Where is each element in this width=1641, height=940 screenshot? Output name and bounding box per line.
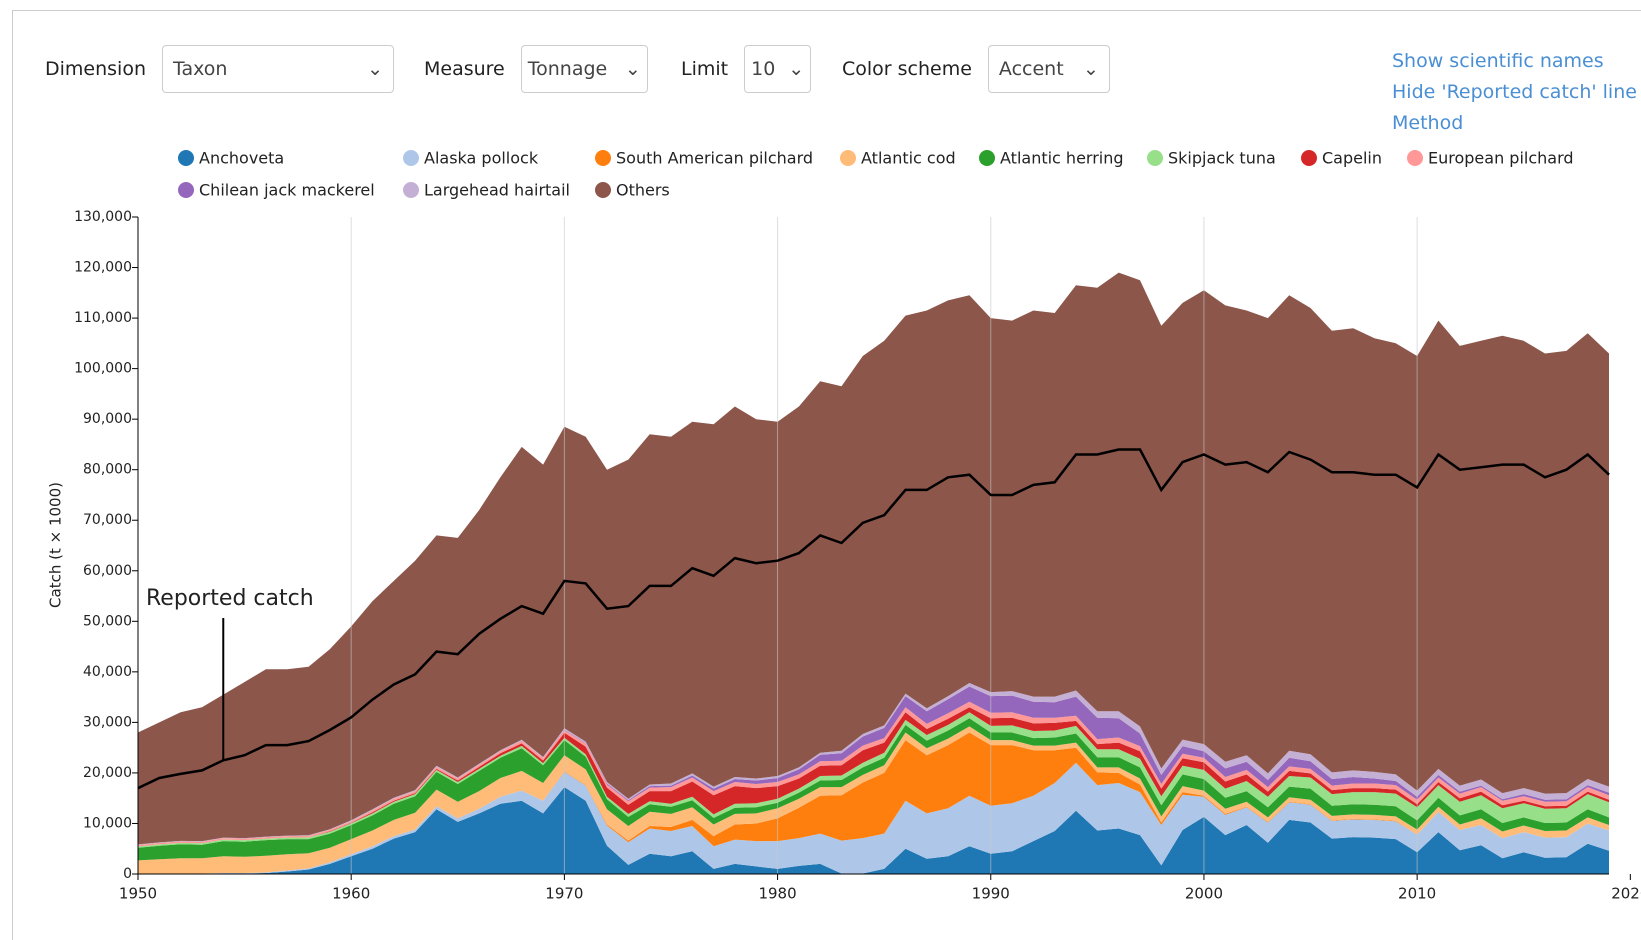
area xyxy=(138,726,1609,874)
legend-marker xyxy=(595,150,611,166)
legend-label: South American pilchard xyxy=(616,149,813,168)
y-tick-label: 90,000 xyxy=(83,411,132,427)
select-value: Accent xyxy=(998,58,1064,80)
select[interactable]: Accent ⌄ xyxy=(987,45,1110,93)
select-value: Tonnage xyxy=(527,58,608,80)
y-tick-label: 120,000 xyxy=(74,260,132,276)
link[interactable]: Method xyxy=(1392,112,1464,134)
select-value: Taxon xyxy=(173,58,228,80)
control-label: Limit xyxy=(681,58,729,80)
area xyxy=(138,701,1609,847)
control: Limit 10 ⌄ xyxy=(681,44,812,94)
control-label: Measure xyxy=(424,58,505,80)
control-label: Dimension xyxy=(45,58,146,80)
x-tick-label: 1970 xyxy=(545,885,583,903)
legend-marker xyxy=(178,182,194,198)
area xyxy=(138,683,1609,845)
legend-label: Largehead hairtail xyxy=(424,181,570,200)
legend-label: Atlantic herring xyxy=(1000,149,1124,168)
links: Show scientific names Hide 'Reported cat… xyxy=(1392,46,1637,139)
y-axis-label: Catch (t × 1000) xyxy=(47,482,65,608)
legend-marker xyxy=(595,182,611,198)
y-tick-label: 40,000 xyxy=(83,664,132,680)
y-tick-label: 130,000 xyxy=(74,209,132,225)
x-tick-label: 1950 xyxy=(119,885,157,903)
area xyxy=(138,686,1609,845)
control-label: Color scheme xyxy=(842,58,972,80)
area xyxy=(138,787,1609,874)
legend-label: Capelin xyxy=(1322,149,1382,168)
y-tick-label: 10,000 xyxy=(83,815,132,831)
x-tick-label: 2000 xyxy=(1185,885,1223,903)
area xyxy=(138,762,1609,874)
reported-catch-line xyxy=(137,448,1610,790)
select-value: 10 xyxy=(751,58,776,80)
control: Dimension Taxon ⌄ xyxy=(45,44,394,94)
y-tick-label: 60,000 xyxy=(83,563,132,579)
area xyxy=(138,732,1609,874)
y-tick-label: 20,000 xyxy=(83,765,132,781)
legend-label: Others xyxy=(616,181,670,200)
x-tick-label: 1980 xyxy=(758,885,796,903)
y-tick-label: 50,000 xyxy=(83,613,132,629)
y-tick-label: 100,000 xyxy=(74,361,132,377)
select[interactable]: Taxon ⌄ xyxy=(162,45,394,93)
legend-label: Chilean jack mackerel xyxy=(199,181,375,200)
area xyxy=(138,718,1609,861)
control: Measure Tonnage ⌄ xyxy=(424,44,648,94)
legend-label: European pilchard xyxy=(1428,149,1574,168)
x-tick-label: 2010 xyxy=(1398,885,1436,903)
legend-label: Anchoveta xyxy=(199,149,284,168)
legend-label: Atlantic cod xyxy=(861,149,956,168)
select[interactable]: 10 ⌄ xyxy=(744,45,812,93)
x-tick-label: 1960 xyxy=(332,885,370,903)
y-tick-label: 80,000 xyxy=(83,462,132,478)
y-tick-label: 30,000 xyxy=(83,714,132,730)
y-tick-label: 70,000 xyxy=(83,512,132,528)
area xyxy=(138,707,1609,847)
legend-marker xyxy=(1301,150,1317,166)
legend-marker xyxy=(1147,150,1163,166)
legend-label: Alaska pollock xyxy=(424,149,539,168)
legend-label: Skipjack tuna xyxy=(1168,149,1276,168)
legend-marker xyxy=(178,150,194,166)
select[interactable]: Tonnage ⌄ xyxy=(520,45,648,93)
legend-marker xyxy=(403,150,419,166)
area xyxy=(138,272,1609,845)
control: Color scheme Accent ⌄ xyxy=(842,44,1110,94)
legend-marker xyxy=(979,150,995,166)
y-tick-label: 0 xyxy=(123,866,132,882)
x-tick-label: 1990 xyxy=(972,885,1010,903)
legend-marker xyxy=(1407,150,1423,166)
areas xyxy=(138,272,1609,874)
link[interactable]: Show scientific names xyxy=(1392,50,1604,72)
legend-marker xyxy=(840,150,856,166)
legend-marker xyxy=(403,182,419,198)
y-tick-label: 110,000 xyxy=(74,310,132,326)
frame xyxy=(12,10,1641,940)
link[interactable]: Hide 'Reported catch' line xyxy=(1392,81,1637,103)
annotation: Reported catch xyxy=(146,586,314,611)
